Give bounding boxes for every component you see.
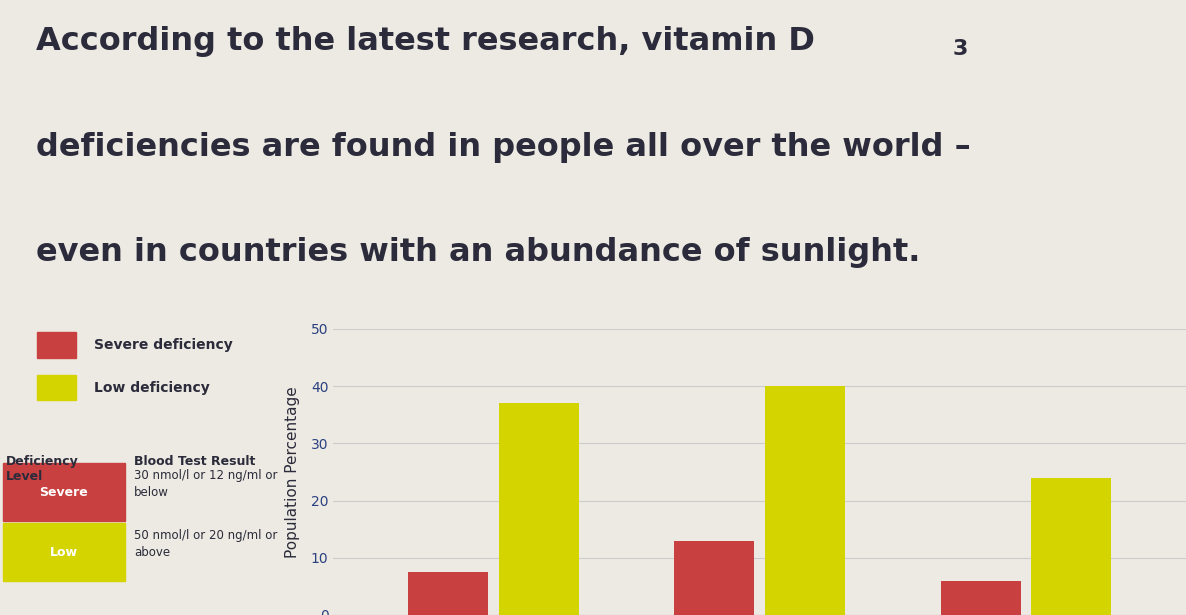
Bar bbox=[940, 581, 1021, 615]
Text: 50 nmol/l or 20 ng/ml or
above: 50 nmol/l or 20 ng/ml or above bbox=[134, 529, 278, 559]
Text: even in countries with an abundance of sunlight.: even in countries with an abundance of s… bbox=[36, 237, 920, 268]
Bar bbox=[408, 572, 487, 615]
FancyBboxPatch shape bbox=[37, 332, 76, 357]
Bar bbox=[1032, 478, 1111, 615]
Text: Low deficiency: Low deficiency bbox=[95, 381, 210, 395]
Text: 3: 3 bbox=[952, 39, 968, 60]
Y-axis label: Population Percentage: Population Percentage bbox=[285, 386, 300, 558]
Text: According to the latest research, vitamin D: According to the latest research, vitami… bbox=[36, 26, 815, 57]
Text: deficiencies are found in people all over the world –: deficiencies are found in people all ove… bbox=[36, 132, 970, 162]
FancyBboxPatch shape bbox=[37, 375, 76, 400]
Text: 30 nmol/l or 12 ng/ml or
below: 30 nmol/l or 12 ng/ml or below bbox=[134, 469, 278, 499]
Text: Deficiency
Level: Deficiency Level bbox=[6, 455, 78, 483]
FancyBboxPatch shape bbox=[4, 523, 125, 581]
FancyBboxPatch shape bbox=[4, 463, 125, 521]
Bar bbox=[675, 541, 754, 615]
Text: Blood Test Result: Blood Test Result bbox=[134, 455, 255, 468]
Text: Low: Low bbox=[50, 546, 78, 558]
Bar bbox=[498, 403, 579, 615]
Text: Severe deficiency: Severe deficiency bbox=[95, 338, 234, 352]
Bar bbox=[765, 386, 844, 615]
Text: Severe: Severe bbox=[39, 485, 88, 499]
